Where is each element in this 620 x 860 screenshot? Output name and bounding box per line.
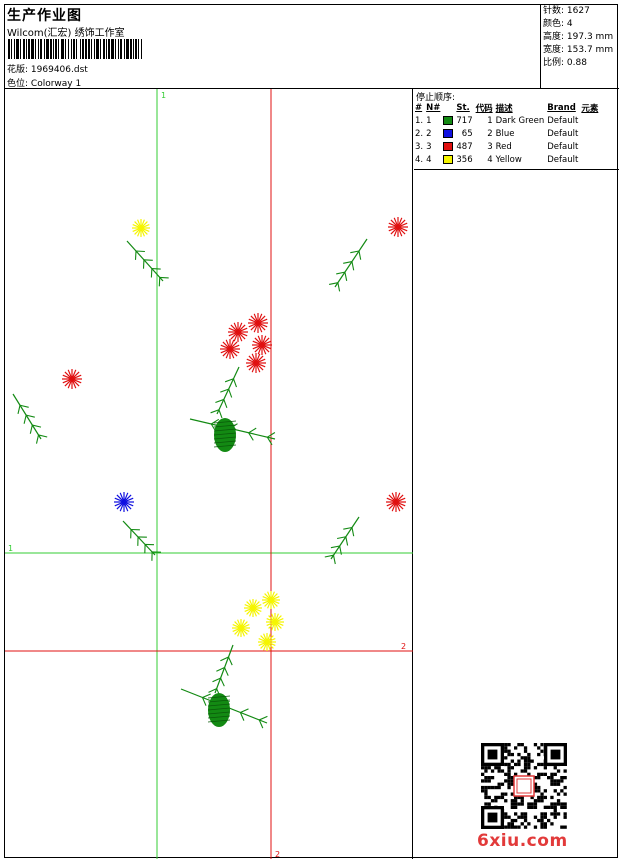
- page-title: 生产作业图: [7, 8, 82, 24]
- stop-sequence-title: 停止顺序:: [416, 93, 456, 103]
- design-file-label: 花版:: [7, 65, 29, 75]
- green-sprig: [324, 516, 360, 565]
- red-star: [388, 217, 408, 237]
- yellow-star: [132, 219, 150, 237]
- green-sprig: [126, 240, 169, 287]
- stop-row: 3. 3 487 3 Red Default: [415, 141, 579, 152]
- stat-colors: 颜色: 4: [543, 19, 573, 29]
- col-needle: N#: [426, 102, 441, 113]
- red-star: [386, 492, 406, 512]
- yellow-star: [244, 599, 262, 617]
- colorway-label: 色位:: [7, 79, 29, 89]
- colorway-name: Colorway 1: [30, 79, 82, 89]
- stat-ratio: 比例: 0.88: [543, 58, 587, 68]
- embroidery-motifs: [12, 217, 408, 729]
- design-stats: 针数: 1627 颜色: 4 高度: 197.3 mm 宽度: 153.7 mm…: [540, 5, 619, 89]
- col-element: 元素: [581, 103, 599, 114]
- red-star: [228, 322, 248, 342]
- pine-cone: [213, 418, 237, 452]
- stop-row: 2. 2 65 2 Blue Default: [415, 128, 579, 139]
- red-star: [220, 339, 240, 359]
- pine-cone: [207, 693, 231, 727]
- stop-table-header: # N# St. 代码 描述 Brand 元素: [415, 101, 601, 114]
- green-sprig: [328, 238, 368, 292]
- red-star: [246, 353, 266, 373]
- red-guide-label-right: 2: [401, 642, 406, 651]
- embroidery-design-preview: 1 1 2 2: [5, 89, 413, 859]
- col-brand: Brand: [547, 102, 576, 113]
- design-file-name: 1969406.dst: [30, 65, 88, 75]
- yellow-star: [258, 633, 276, 651]
- red-guide-label-bottom: 2: [275, 850, 280, 859]
- yellow-star: [266, 613, 284, 631]
- colorway-row: 色位: Colorway 1: [7, 76, 81, 89]
- green-guide-label-top: 1: [161, 91, 166, 100]
- studio-name: Wilcom(汇宏) 绣饰工作室: [7, 28, 125, 39]
- worksheet-header: 生产作业图 Wilcom(汇宏) 绣饰工作室 花版: 1969406.dst 色…: [5, 5, 619, 89]
- color-swatch: [443, 128, 454, 138]
- yellow-star: [232, 619, 250, 637]
- stat-width: 宽度: 153.7 mm: [543, 45, 614, 55]
- stat-height: 高度: 197.3 mm: [543, 32, 614, 42]
- color-swatch: [443, 141, 454, 151]
- col-code: 代码: [475, 103, 493, 114]
- production-worksheet: 生产作业图 Wilcom(汇宏) 绣饰工作室 花版: 1969406.dst 色…: [4, 4, 619, 859]
- stop-row: 1. 1 717 1 Dark Green Default: [415, 115, 579, 126]
- stop-sequence-panel: 停止顺序: # N# St. 代码 描述 Brand 元素 1. 1: [414, 89, 619, 170]
- design-canvas: 1 1 2 2: [5, 89, 413, 859]
- design-file-row: 花版: 1969406.dst: [7, 62, 88, 75]
- color-swatch: [443, 115, 454, 125]
- stop-row: 4. 4 356 4 Yellow Default: [415, 154, 579, 165]
- yellow-star: [262, 591, 280, 609]
- stop-sequence-table: # N# St. 代码 描述 Brand 元素 1. 1 717 1 D: [415, 101, 601, 166]
- qr-code[interactable]: [481, 743, 567, 829]
- green-guide-label-left: 1: [8, 544, 13, 553]
- green-sprig: [210, 366, 240, 419]
- col-index: #: [415, 102, 423, 113]
- green-sprig: [208, 644, 234, 698]
- green-sprig: [122, 520, 162, 561]
- stat-stitches: 针数: 1627: [543, 6, 590, 16]
- color-swatch: [443, 154, 454, 164]
- green-sprig: [12, 393, 48, 444]
- brand-logo[interactable]: 6xiu.com: [477, 831, 568, 851]
- red-star: [248, 313, 268, 333]
- blue-star: [114, 492, 134, 512]
- red-star: [62, 369, 82, 389]
- barcode: [8, 39, 142, 59]
- red-star: [252, 335, 272, 355]
- col-description: 描述: [495, 103, 513, 114]
- col-stitches: St.: [456, 102, 470, 113]
